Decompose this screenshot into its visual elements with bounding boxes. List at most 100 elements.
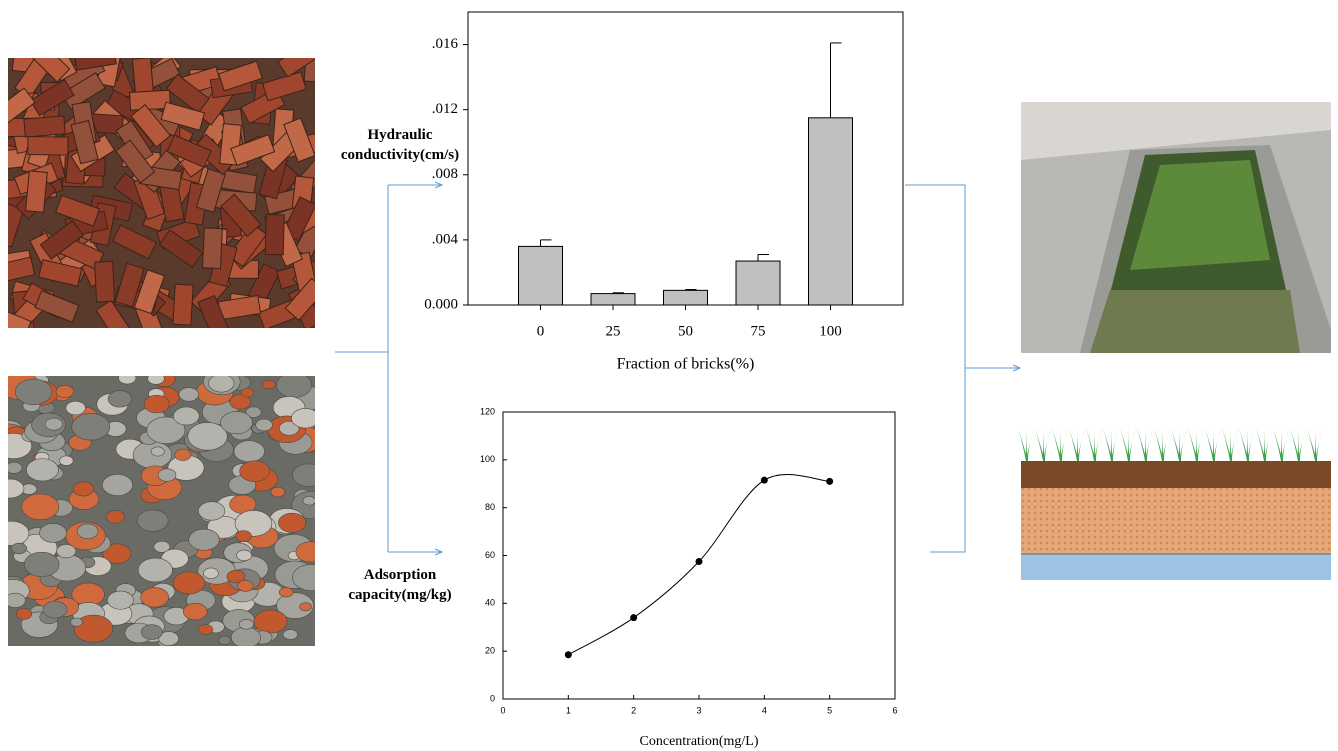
y-axis-label: Adsorption capacity(mg/kg) — [325, 565, 475, 605]
grass-blade — [1094, 428, 1102, 461]
y-tick-label: .012 — [432, 101, 458, 117]
y-tick-label: 40 — [485, 598, 495, 608]
rubble — [219, 636, 231, 645]
x-tick-label: 1 — [566, 705, 571, 715]
grass-blade — [1230, 428, 1238, 461]
rubble — [220, 411, 252, 433]
point — [761, 477, 768, 484]
grass-blade — [1213, 428, 1221, 461]
y-tick-label: 60 — [485, 550, 495, 560]
rubble — [118, 372, 135, 384]
rubble — [158, 469, 176, 482]
rubble — [183, 603, 207, 620]
rubble — [256, 419, 273, 431]
point — [565, 651, 572, 658]
x-axis-label: Concentration(mg/L) — [640, 734, 759, 749]
grass-blade — [1196, 428, 1204, 461]
rubble — [271, 487, 285, 497]
x-tick-label: 100 — [819, 323, 842, 339]
point — [826, 478, 833, 485]
bar — [591, 294, 635, 305]
rubble — [238, 580, 254, 591]
bar — [519, 246, 563, 305]
rubble — [203, 568, 218, 579]
plot-frame — [503, 412, 895, 699]
y-tick-label: .004 — [432, 231, 459, 247]
rubble — [296, 542, 325, 562]
brick — [24, 116, 65, 137]
x-tick-label: 75 — [751, 323, 766, 339]
y-tick-label: 20 — [485, 646, 495, 656]
y-tick-label: 100 — [480, 454, 495, 464]
rubble — [198, 502, 224, 520]
rubble — [106, 510, 124, 523]
rubble — [57, 544, 76, 557]
y-tick-label: 120 — [480, 406, 495, 416]
rubble — [73, 482, 93, 496]
rubble — [236, 531, 252, 542]
x-axis-label: Fraction of bricks(%) — [617, 356, 755, 373]
grass-blade — [1264, 428, 1272, 461]
grass-blade — [1247, 428, 1255, 461]
y-tick-label: 0.000 — [424, 296, 458, 312]
rubble — [209, 374, 234, 392]
rubble — [175, 449, 191, 460]
rubble — [278, 513, 305, 532]
brick — [26, 171, 48, 212]
grass-blade — [1162, 428, 1170, 461]
rubble — [108, 391, 132, 408]
bar — [809, 118, 853, 305]
rubble — [283, 629, 298, 639]
rubble — [141, 625, 162, 640]
rubble — [24, 552, 59, 576]
brick — [265, 214, 284, 254]
grass-blade — [1315, 428, 1323, 461]
rubble — [231, 627, 260, 648]
rubble-photo — [0, 368, 331, 649]
rubble — [151, 447, 164, 456]
bar — [664, 290, 708, 305]
rubble — [198, 624, 213, 634]
x-tick-label: 0 — [537, 323, 545, 339]
x-tick-label: 3 — [696, 705, 701, 715]
grass-blade — [1128, 428, 1136, 461]
rubble — [189, 529, 219, 550]
rubble — [138, 558, 172, 582]
x-tick-label: 0 — [500, 705, 505, 715]
rubble — [6, 462, 22, 473]
rubble — [22, 494, 59, 520]
grass-blade — [1060, 428, 1068, 461]
bar — [736, 261, 780, 305]
graphical-abstract: 0.000.004.008.012.0160255075100Fraction … — [0, 0, 1338, 751]
point — [630, 614, 637, 621]
rubble — [133, 441, 172, 468]
rubble — [40, 523, 67, 542]
grass-blade — [1043, 428, 1051, 461]
rubble — [56, 385, 74, 397]
brick-photo — [0, 37, 334, 344]
layer-diagram — [1018, 428, 1331, 580]
rubble — [0, 479, 24, 498]
rubble — [279, 587, 293, 597]
rubble — [15, 379, 52, 405]
rubble — [240, 461, 270, 482]
rubble — [72, 413, 110, 440]
rubble — [241, 388, 254, 397]
grass-blade — [1111, 428, 1119, 461]
rubble — [148, 373, 165, 385]
rubble — [237, 550, 252, 561]
grass-blade — [1145, 428, 1153, 461]
x-tick-label: 5 — [827, 705, 832, 715]
figure: 0.000.004.008.012.0160255075100Fraction … — [0, 0, 1338, 751]
rubble — [179, 388, 199, 402]
grass-blade — [1077, 428, 1085, 461]
rubble — [11, 543, 26, 554]
x-tick-label: 6 — [892, 705, 897, 715]
grass-blade — [1281, 428, 1289, 461]
grass-blade — [1026, 428, 1034, 461]
rubble — [173, 407, 199, 425]
rubble — [107, 591, 133, 609]
rubble — [5, 593, 26, 607]
x-tick-label: 2 — [631, 705, 636, 715]
rubble — [77, 524, 98, 539]
